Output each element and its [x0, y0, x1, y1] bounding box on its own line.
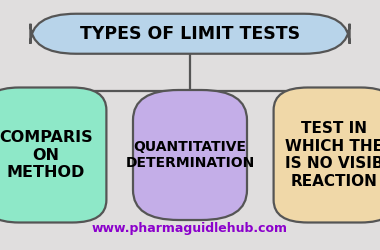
Text: TEST IN
WHICH THE
IS NO VISIB
REACTION: TEST IN WHICH THE IS NO VISIB REACTION — [285, 122, 380, 188]
Text: COMPARIS
ON
METHOD: COMPARIS ON METHOD — [0, 130, 92, 180]
FancyBboxPatch shape — [274, 88, 380, 222]
FancyBboxPatch shape — [0, 88, 106, 222]
Text: www.pharmaguidlehub.com: www.pharmaguidlehub.com — [92, 222, 288, 235]
Text: TYPES OF LIMIT TESTS: TYPES OF LIMIT TESTS — [80, 25, 300, 43]
FancyBboxPatch shape — [30, 14, 350, 54]
Text: QUANTITATIVE
DETERMINATION: QUANTITATIVE DETERMINATION — [125, 140, 255, 170]
FancyBboxPatch shape — [133, 90, 247, 220]
